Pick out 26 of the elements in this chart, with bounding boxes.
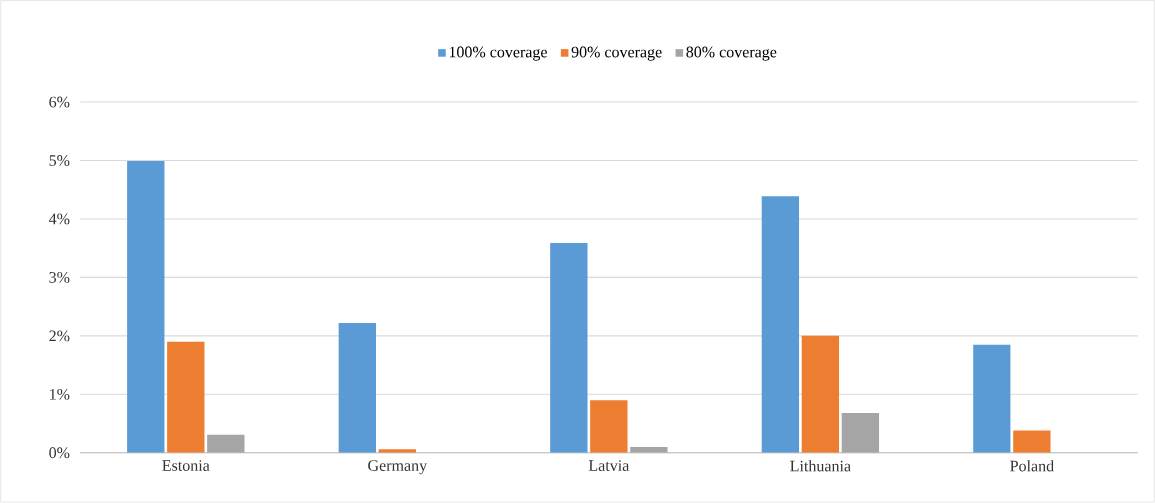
bar	[167, 341, 205, 453]
y-tick-label: 3%	[49, 272, 70, 283]
bar	[841, 413, 880, 453]
y-tick-label: 0%	[49, 447, 70, 459]
x-tick-label: Lithuania	[790, 460, 851, 472]
bar	[590, 400, 628, 453]
legend-label: 100% coverage	[449, 46, 547, 61]
bar	[338, 323, 376, 453]
x-tick-label: Latvia	[588, 460, 630, 471]
bar	[801, 335, 840, 453]
x-tick-label: Germany	[368, 460, 428, 475]
bar	[761, 196, 800, 453]
bar	[550, 243, 588, 453]
y-tick-label: 1%	[50, 388, 70, 400]
bar	[973, 344, 1011, 453]
bar	[207, 434, 245, 453]
y-tick-label: 4%	[48, 213, 70, 225]
legend-label: 90% coverage	[571, 46, 662, 61]
y-tick-label: 6%	[49, 96, 70, 108]
legend-label: 80% coverage	[686, 46, 777, 61]
x-tick-label: Estonia	[162, 460, 210, 471]
x-tick-label: Poland	[1010, 460, 1054, 472]
bar	[1013, 430, 1051, 453]
y-tick-label: 5%	[49, 155, 70, 167]
bar	[127, 161, 165, 453]
y-tick-label: 2%	[49, 330, 70, 342]
